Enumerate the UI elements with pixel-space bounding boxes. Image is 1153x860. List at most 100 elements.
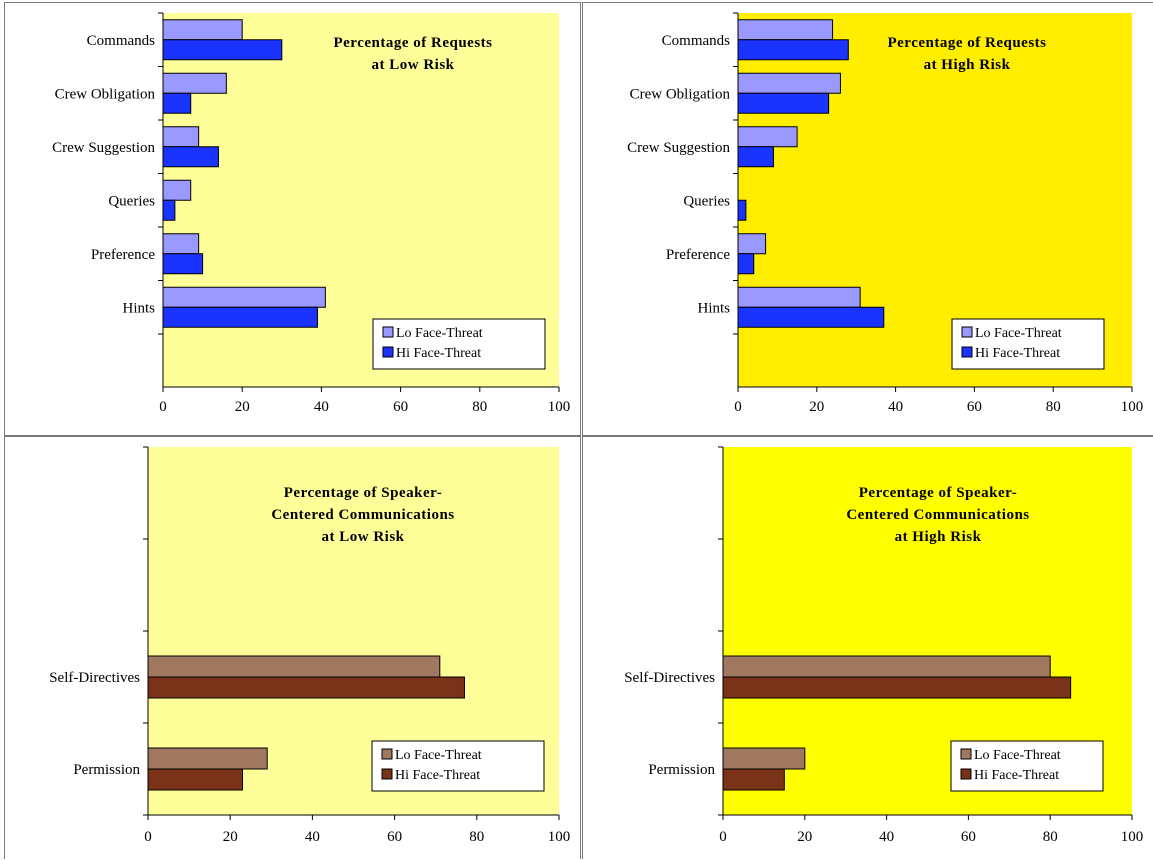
category-label-crew-obligation: Crew Obligation <box>630 86 731 102</box>
bar-self-directives-lo-face-threat <box>722 655 1051 678</box>
bar-hints-lo-face-threat <box>737 286 861 308</box>
category-label-self-directives: Self-Directives <box>49 670 140 686</box>
legend: Lo Face-Threat Hi Face-Threat <box>950 740 1104 792</box>
bar-commands-hi-face-threat <box>737 39 849 61</box>
category-label-permission: Permission <box>648 762 715 778</box>
legend-box <box>950 740 1104 792</box>
bar-hints-hi-face-threat <box>162 306 318 328</box>
chart-panel-speaker-low-risk: 0 20 40 60 80 100 Self-Directives Permission Per… <box>4 436 581 859</box>
chart-title-line-1: Percentage of Speaker- <box>859 485 1017 501</box>
bar-preference-hi-face-threat <box>737 253 755 275</box>
category-label-crew-suggestion: Crew Suggestion <box>627 140 730 156</box>
x-tick-label-40: 40 <box>888 399 903 415</box>
category-label-commands: Commands <box>87 33 155 49</box>
x-tick-label-80: 80 <box>469 829 484 845</box>
bar-crew-suggestion-hi-face-threat <box>737 146 774 168</box>
bar-permission-hi-face-threat <box>722 768 785 791</box>
legend-label-lo-face-threat: Lo Face-Threat <box>396 326 483 341</box>
x-tick-label-80: 80 <box>472 399 487 415</box>
legend-box <box>951 318 1105 370</box>
x-tick-label-100: 100 <box>548 399 571 415</box>
x-tick-label-60: 60 <box>961 829 976 845</box>
chart-title-line-3: at Low Risk <box>321 529 404 545</box>
bar-commands-hi-face-threat <box>162 39 283 61</box>
legend-label-hi-face-threat: Hi Face-Threat <box>396 346 481 361</box>
chart-panel-requests-high-risk: 0 20 40 60 80 100 Commands Crew Obligation Crew … <box>582 2 1153 436</box>
bar-queries-hi-face-threat <box>162 199 176 221</box>
chart-panel-requests-low-risk: 0 20 40 60 80 100 Commands Crew Obligation Crew … <box>4 2 581 436</box>
legend-label-hi-face-threat: Hi Face-Threat <box>395 768 480 783</box>
legend-swatch-lo-face-threat <box>382 326 394 338</box>
legend-label-hi-face-threat: Hi Face-Threat <box>974 768 1059 783</box>
bar-chart-requests-low-risk: 0 20 40 60 80 100 Commands Crew Obligation Crew … <box>52 12 571 415</box>
legend: Lo Face-Threat Hi Face-Threat <box>951 318 1105 370</box>
x-tick-label-0: 0 <box>734 399 742 415</box>
bar-crew-obligation-hi-face-threat <box>737 92 830 114</box>
legend-label-hi-face-threat: Hi Face-Threat <box>975 346 1060 361</box>
legend-swatch-hi-face-threat <box>961 346 973 358</box>
chart-title-line-2: at High Risk <box>924 57 1011 73</box>
category-label-self-directives: Self-Directives <box>624 670 715 686</box>
bar-crew-obligation-hi-face-threat <box>162 92 192 114</box>
bar-crew-obligation-lo-face-threat <box>737 72 841 94</box>
chart-panel-speaker-high-risk: 0 20 40 60 80 100 Self-Directives Permission Per… <box>582 436 1153 859</box>
category-label-permission: Permission <box>73 762 140 778</box>
legend-swatch-hi-face-threat <box>381 768 393 780</box>
x-tick-label-80: 80 <box>1046 399 1061 415</box>
x-tick-label-0: 0 <box>159 399 167 415</box>
bar-crew-obligation-lo-face-threat <box>162 72 227 94</box>
legend-box <box>371 740 545 792</box>
legend-swatch-lo-face-threat <box>960 748 972 760</box>
chart-title-line-3: at High Risk <box>895 529 982 545</box>
x-tick-label-60: 60 <box>393 399 408 415</box>
bar-hints-hi-face-threat <box>737 306 885 328</box>
chart-title-line-1: Percentage of Requests <box>887 35 1046 51</box>
x-tick-label-40: 40 <box>305 829 320 845</box>
x-tick-label-100: 100 <box>1121 829 1144 845</box>
bar-self-directives-hi-face-threat <box>147 676 465 699</box>
bar-chart-speaker-low-risk: 0 20 40 60 80 100 Self-Directives Permission Per… <box>49 446 570 845</box>
legend: Lo Face-Threat Hi Face-Threat <box>371 740 545 792</box>
x-tick-label-20: 20 <box>809 399 824 415</box>
x-tick-label-0: 0 <box>144 829 152 845</box>
legend-label-lo-face-threat: Lo Face-Threat <box>395 748 482 763</box>
bar-chart-speaker-high-risk: 0 20 40 60 80 100 Self-Directives Permission Per… <box>624 446 1144 845</box>
x-tick-label-60: 60 <box>967 399 982 415</box>
x-tick-label-40: 40 <box>879 829 894 845</box>
category-label-hints: Hints <box>122 300 155 316</box>
bar-permission-lo-face-threat <box>147 747 268 770</box>
bar-queries-hi-face-threat <box>737 199 747 221</box>
bar-queries-lo-face-threat <box>162 179 192 201</box>
chart-title-line-1: Percentage of Requests <box>333 35 492 51</box>
chart-title-line-2: Centered Communications <box>846 507 1029 523</box>
x-tick-label-40: 40 <box>314 399 329 415</box>
x-tick-label-20: 20 <box>797 829 812 845</box>
bar-preference-lo-face-threat <box>162 233 200 255</box>
category-label-crew-suggestion: Crew Suggestion <box>52 140 155 156</box>
bar-hints-lo-face-threat <box>162 286 326 308</box>
category-label-queries: Queries <box>683 193 730 209</box>
bar-preference-hi-face-threat <box>162 253 204 275</box>
bar-self-directives-hi-face-threat <box>722 676 1072 699</box>
legend-box <box>372 318 546 370</box>
bar-chart-requests-high-risk: 0 20 40 60 80 100 Commands Crew Obligation Crew … <box>627 12 1144 415</box>
legend: Lo Face-Threat Hi Face-Threat <box>372 318 546 370</box>
chart-title-line-2: at Low Risk <box>371 57 454 73</box>
bar-crew-suggestion-hi-face-threat <box>162 146 219 168</box>
legend-swatch-lo-face-threat <box>961 326 973 338</box>
category-label-preference: Preference <box>666 247 730 263</box>
bar-preference-lo-face-threat <box>737 233 767 255</box>
x-tick-label-20: 20 <box>223 829 238 845</box>
bar-crew-suggestion-lo-face-threat <box>162 126 200 148</box>
category-label-crew-obligation: Crew Obligation <box>55 86 156 102</box>
bar-commands-lo-face-threat <box>162 19 243 41</box>
bar-permission-hi-face-threat <box>147 768 244 791</box>
legend-swatch-hi-face-threat <box>382 346 394 358</box>
bar-permission-lo-face-threat <box>722 747 806 770</box>
bar-self-directives-lo-face-threat <box>147 655 441 678</box>
bar-crew-suggestion-lo-face-threat <box>737 126 798 148</box>
chart-title-line-2: Centered Communications <box>271 507 454 523</box>
x-tick-label-20: 20 <box>235 399 250 415</box>
x-tick-label-100: 100 <box>1121 399 1144 415</box>
legend-swatch-hi-face-threat <box>960 768 972 780</box>
